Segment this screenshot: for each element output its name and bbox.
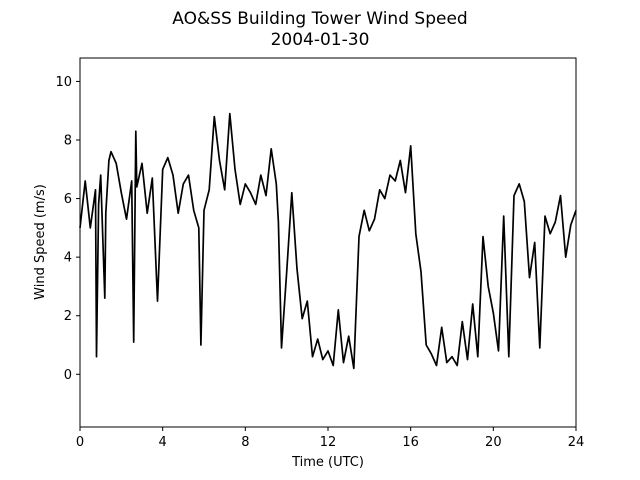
- y-axis-label: Wind Speed (m/s): [33, 184, 48, 300]
- x-tick-label: 0: [76, 435, 84, 450]
- x-tick-label: 12: [320, 435, 337, 450]
- chart-subtitle: 2004-01-30: [271, 30, 370, 50]
- x-tick-label: 24: [568, 435, 585, 450]
- y-tick-label: 2: [64, 309, 72, 324]
- x-tick-label: 20: [485, 435, 502, 450]
- y-tick-label: 6: [64, 192, 72, 207]
- y-tick-label: 0: [64, 368, 72, 383]
- y-tick-label: 8: [64, 134, 72, 149]
- x-axis-label: Time (UTC): [291, 455, 364, 470]
- x-tick-label: 4: [159, 435, 167, 450]
- chart-title: AO&SS Building Tower Wind Speed: [172, 9, 467, 29]
- y-tick-label: 4: [64, 251, 72, 266]
- y-tick-label: 10: [55, 75, 72, 90]
- plot-area-frame: [79, 57, 577, 428]
- x-tick-label: 8: [241, 435, 249, 450]
- wind-speed-series-line: [79, 112, 577, 370]
- x-tick-label: 16: [402, 435, 419, 450]
